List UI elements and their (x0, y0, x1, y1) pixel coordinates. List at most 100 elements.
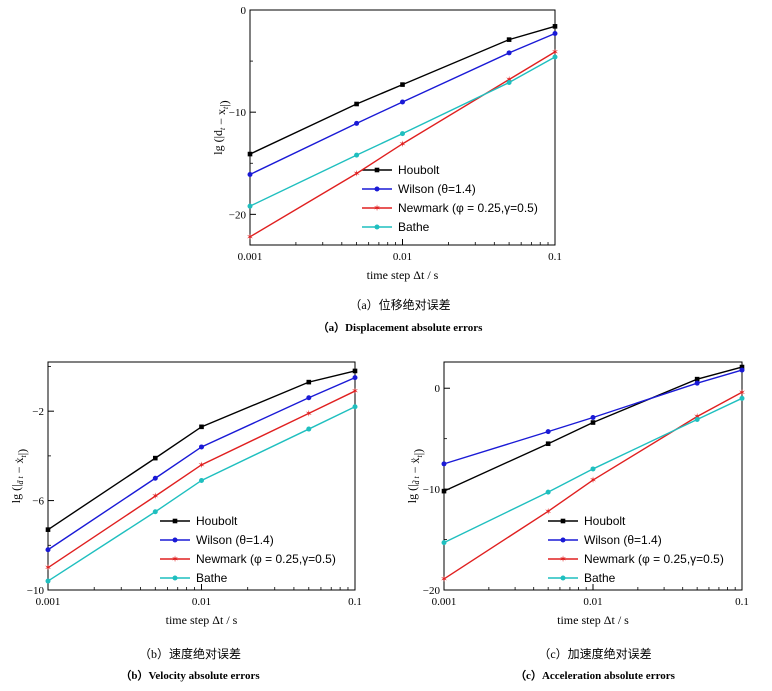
data-point: ✶ (738, 387, 746, 397)
caption-c-zh: （c）加速度绝对误差 (538, 647, 652, 661)
legend-label: Houbolt (398, 163, 440, 177)
x-tick-label: 0.1 (735, 596, 749, 608)
legend-entry-bathe: Bathe (362, 220, 430, 234)
data-point (694, 417, 700, 423)
series-newmark: ✶ ✶ ✶ ✶ ✶ (44, 386, 359, 573)
legend-marker (172, 518, 178, 524)
data-point: ✶ (693, 411, 701, 421)
legend-entry-wilson: Wilson (θ=1.4) (548, 533, 662, 547)
series-houbolt (45, 368, 358, 532)
data-point (552, 54, 558, 60)
data-point (354, 101, 359, 107)
legend-marker: ✶ (559, 554, 567, 564)
data-point (441, 488, 447, 494)
data-point (441, 461, 447, 467)
chart-0: 0.001 0.01 0.1 0 −10 −20 time step Δt / s lg (|… (211, 5, 562, 282)
caption-b-en: （b）Velocity absolute errors (120, 670, 260, 682)
legend-label: Houbolt (196, 514, 238, 528)
legend-entry-bathe: Bathe (160, 571, 228, 585)
series-newmark: ✶ ✶ ✶ ✶ ✶ (440, 387, 746, 584)
legend-marker (172, 575, 178, 581)
legend-label: Newmark (φ = 0.25,γ=0.5) (584, 552, 724, 566)
data-point (247, 151, 253, 157)
y-axis-label: lg (|ḋ t − ẋt|) (9, 449, 29, 503)
data-point (152, 455, 158, 461)
x-tick-label: 0.1 (348, 596, 362, 608)
data-point: ✶ (44, 563, 52, 573)
series-bathe (247, 54, 558, 209)
y-tick-label: −10 (423, 484, 441, 496)
data-point (152, 475, 158, 481)
x-axis-label: time step Δt / s (557, 613, 629, 627)
y-tick-label: −10 (27, 585, 45, 597)
data-point (45, 578, 51, 584)
caption-a-en: （a）Displacement absolute errors (317, 322, 483, 334)
legend-marker: ✶ (171, 554, 179, 564)
data-point: ✶ (551, 47, 559, 57)
data-point (694, 376, 700, 382)
series-line (47, 370, 356, 531)
data-point (199, 444, 204, 450)
legend-label: Wilson (θ=1.4) (584, 533, 662, 547)
data-point (739, 367, 745, 373)
x-tick-label: 0.001 (36, 596, 61, 608)
data-point (545, 489, 551, 495)
y-tick-label: 0 (435, 383, 441, 395)
data-point (400, 131, 405, 137)
legend-entry-newmark: ✶ Newmark (φ = 0.25,γ=0.5) (362, 201, 538, 215)
data-point (152, 509, 158, 515)
legend-entry-wilson: Wilson (θ=1.4) (160, 533, 274, 547)
legend-entry-wilson: Wilson (θ=1.4) (362, 182, 476, 196)
data-point: ✶ (305, 408, 313, 418)
caption-b-zh: （b）速度绝对误差 (138, 647, 241, 661)
data-point (545, 441, 551, 447)
data-point (590, 466, 596, 472)
series-houbolt (247, 24, 558, 157)
legend-marker (560, 537, 566, 543)
series-wilson (247, 31, 558, 177)
data-point: ✶ (399, 139, 407, 149)
legend-marker (172, 537, 178, 543)
series-bathe (45, 404, 358, 584)
legend-label: Houbolt (584, 514, 626, 528)
data-point (400, 82, 405, 87)
data-point: ✶ (353, 168, 361, 178)
data-point (352, 375, 358, 381)
data-point: ✶ (544, 506, 552, 516)
y-tick-label: 0 (241, 5, 247, 17)
data-point: ✶ (440, 574, 448, 584)
data-point: ✶ (589, 475, 597, 485)
y-tick-label: −20 (229, 209, 247, 221)
legend-entry-bathe: Bathe (548, 571, 616, 585)
data-point: ✶ (246, 232, 254, 242)
series-line (47, 390, 356, 569)
data-point (247, 203, 253, 209)
data-point (590, 414, 596, 420)
y-tick-label: −2 (32, 406, 44, 418)
data-point (352, 404, 358, 410)
data-point (199, 424, 204, 430)
series-line (249, 51, 556, 238)
data-point (545, 429, 551, 435)
data-point (45, 527, 51, 532)
legend-label: Newmark (φ = 0.25,γ=0.5) (398, 201, 538, 215)
x-tick-label: 0.001 (238, 251, 263, 263)
x-tick-label: 0.001 (432, 596, 457, 608)
legend-label: Bathe (398, 220, 430, 234)
data-point (506, 80, 512, 86)
data-point (694, 380, 700, 386)
data-point (506, 50, 512, 56)
legend-entry-houbolt: Houbolt (548, 514, 626, 528)
chart-2: 0.001 0.01 0.1 0 −10 −20 time step Δt / s lg (|… (405, 361, 749, 627)
x-axis-label: time step Δt / s (367, 268, 439, 282)
legend-marker (560, 575, 566, 581)
legend-marker (374, 224, 380, 230)
data-point (306, 426, 312, 432)
legend-label: Wilson (θ=1.4) (398, 182, 476, 196)
y-tick-label: −10 (229, 107, 247, 119)
x-axis-label: time step Δt / s (166, 613, 238, 627)
series-houbolt (441, 364, 745, 494)
data-point (400, 99, 405, 105)
x-tick-label: 0.01 (192, 596, 211, 608)
series-bathe (441, 395, 745, 546)
